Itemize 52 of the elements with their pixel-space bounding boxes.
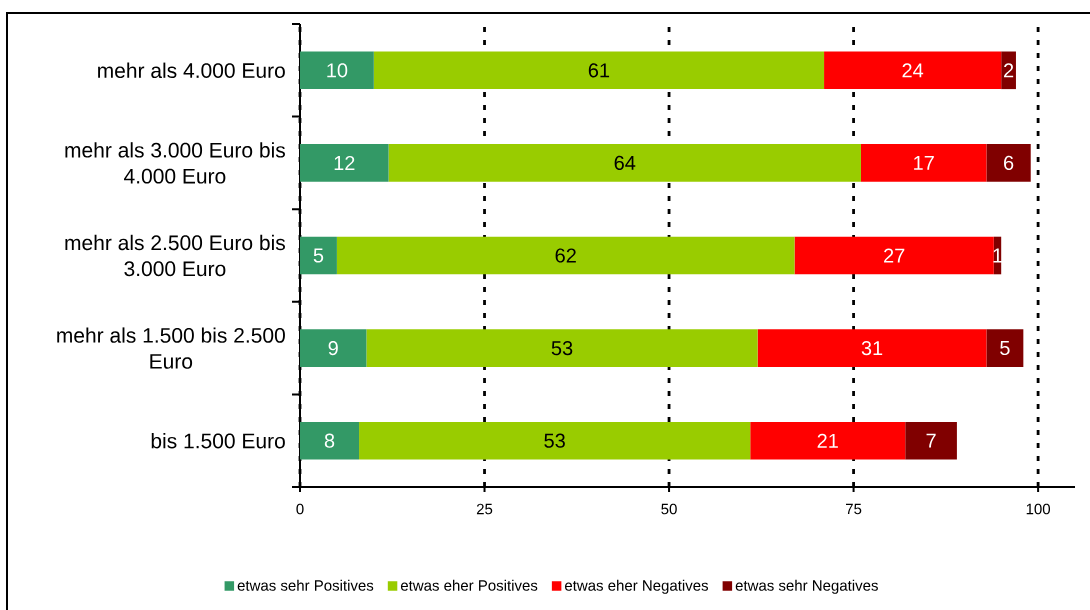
- data-label: 62: [555, 248, 576, 263]
- data-label: 21: [817, 433, 838, 448]
- legend-label: etwas eher Positives: [400, 579, 538, 591]
- data-label: 6: [1004, 155, 1014, 170]
- bar: [860, 144, 987, 182]
- data-label: 5: [313, 248, 324, 263]
- bar: [986, 329, 1024, 367]
- x-tick-label: 50: [661, 503, 677, 515]
- bar: [794, 236, 994, 275]
- bar: [359, 421, 751, 460]
- y-tick-label: mehr als 2.500 Euro bis 3.000 Euro: [65, 234, 285, 277]
- data-label: 2: [1004, 63, 1014, 78]
- data-label: 53: [544, 433, 565, 448]
- data-label: 5: [1000, 341, 1010, 356]
- x-tick-label: 25: [476, 503, 493, 515]
- data-label: 17: [914, 156, 934, 170]
- bar: [300, 236, 337, 275]
- data-label: 24: [902, 63, 924, 78]
- data-label: 64: [614, 155, 636, 170]
- data-label: 53: [551, 341, 573, 356]
- bar: [824, 51, 1002, 90]
- bar: [1001, 51, 1016, 90]
- bar: [757, 329, 987, 367]
- x-tick-label: 100: [1026, 503, 1051, 515]
- y-tick-label: mehr als 4.000 Euro: [98, 62, 285, 79]
- data-label: 27: [884, 248, 905, 263]
- bar: [300, 421, 360, 460]
- bar: [336, 236, 795, 275]
- bar: [300, 329, 367, 367]
- bar: [366, 329, 758, 367]
- data-label: 31: [861, 341, 883, 356]
- y-tick-label: bis 1.500 Euro: [151, 432, 285, 449]
- legend-label: etwas sehr Negatives: [735, 579, 878, 594]
- bar: [750, 421, 906, 460]
- legend-label: etwas eher Negatives: [565, 579, 709, 594]
- bar: [300, 144, 389, 182]
- data-label: 8: [324, 433, 335, 448]
- y-tick-label: mehr als 3.000 Euro bis 4.000 Euro: [65, 142, 285, 184]
- legend-label: etwas sehr Positives: [237, 579, 374, 591]
- bar: [986, 144, 1031, 182]
- data-label: 12: [334, 155, 355, 170]
- data-label: 10: [327, 63, 348, 78]
- data-label: 7: [926, 433, 936, 448]
- bar: [905, 421, 957, 460]
- x-tick-label: 0: [296, 503, 304, 515]
- x-tick-label: 75: [846, 503, 862, 515]
- bar: [388, 144, 861, 182]
- y-tick-label: mehr als 1.500 bis 2.500 Euro: [57, 327, 285, 369]
- bar: [373, 51, 825, 90]
- data-label: 61: [588, 63, 610, 78]
- data-label: 9: [328, 341, 338, 356]
- bar: [300, 51, 374, 90]
